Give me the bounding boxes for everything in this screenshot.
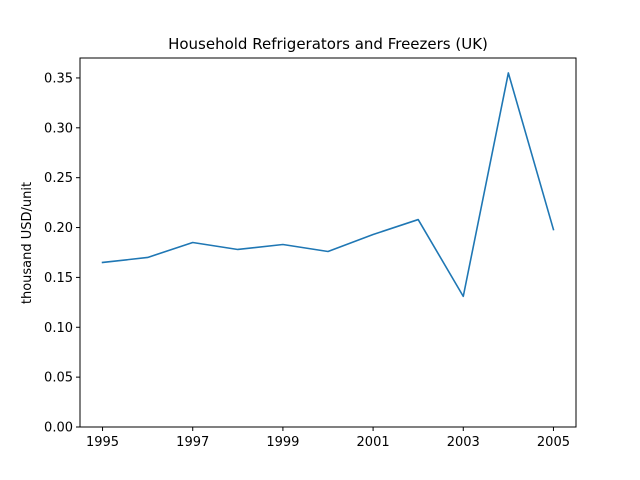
x-tick-label: 2003: [447, 435, 480, 450]
y-tick-label: 0.30: [44, 121, 73, 136]
x-tick-label: 2001: [357, 435, 390, 450]
y-tick-label: 0.00: [44, 421, 73, 436]
y-tick-label: 0.05: [44, 371, 73, 386]
y-tick-label: 0.25: [44, 171, 73, 186]
y-tick-label: 0.35: [44, 71, 73, 86]
x-tick-label: 1995: [86, 435, 119, 450]
y-axis-label: thousand USD/unit: [20, 182, 35, 304]
series-line-0: [101, 72, 555, 298]
plot-area: 1995 1997 1999 2001 2003 2005 0.00 0.05 0.10 0.15…: [44, 57, 577, 450]
chart-title: Household Refrigerators and Freezers (UK…: [168, 35, 488, 53]
x-tick-label: 1999: [266, 435, 299, 450]
plot-frame: [79, 57, 577, 428]
y-tick-label: 0.10: [44, 321, 73, 336]
x-tick-label: 1997: [176, 435, 209, 450]
x-tick-label: 2005: [537, 435, 570, 450]
y-tick-label: 0.15: [44, 271, 73, 286]
y-tick-label: 0.20: [44, 221, 73, 236]
